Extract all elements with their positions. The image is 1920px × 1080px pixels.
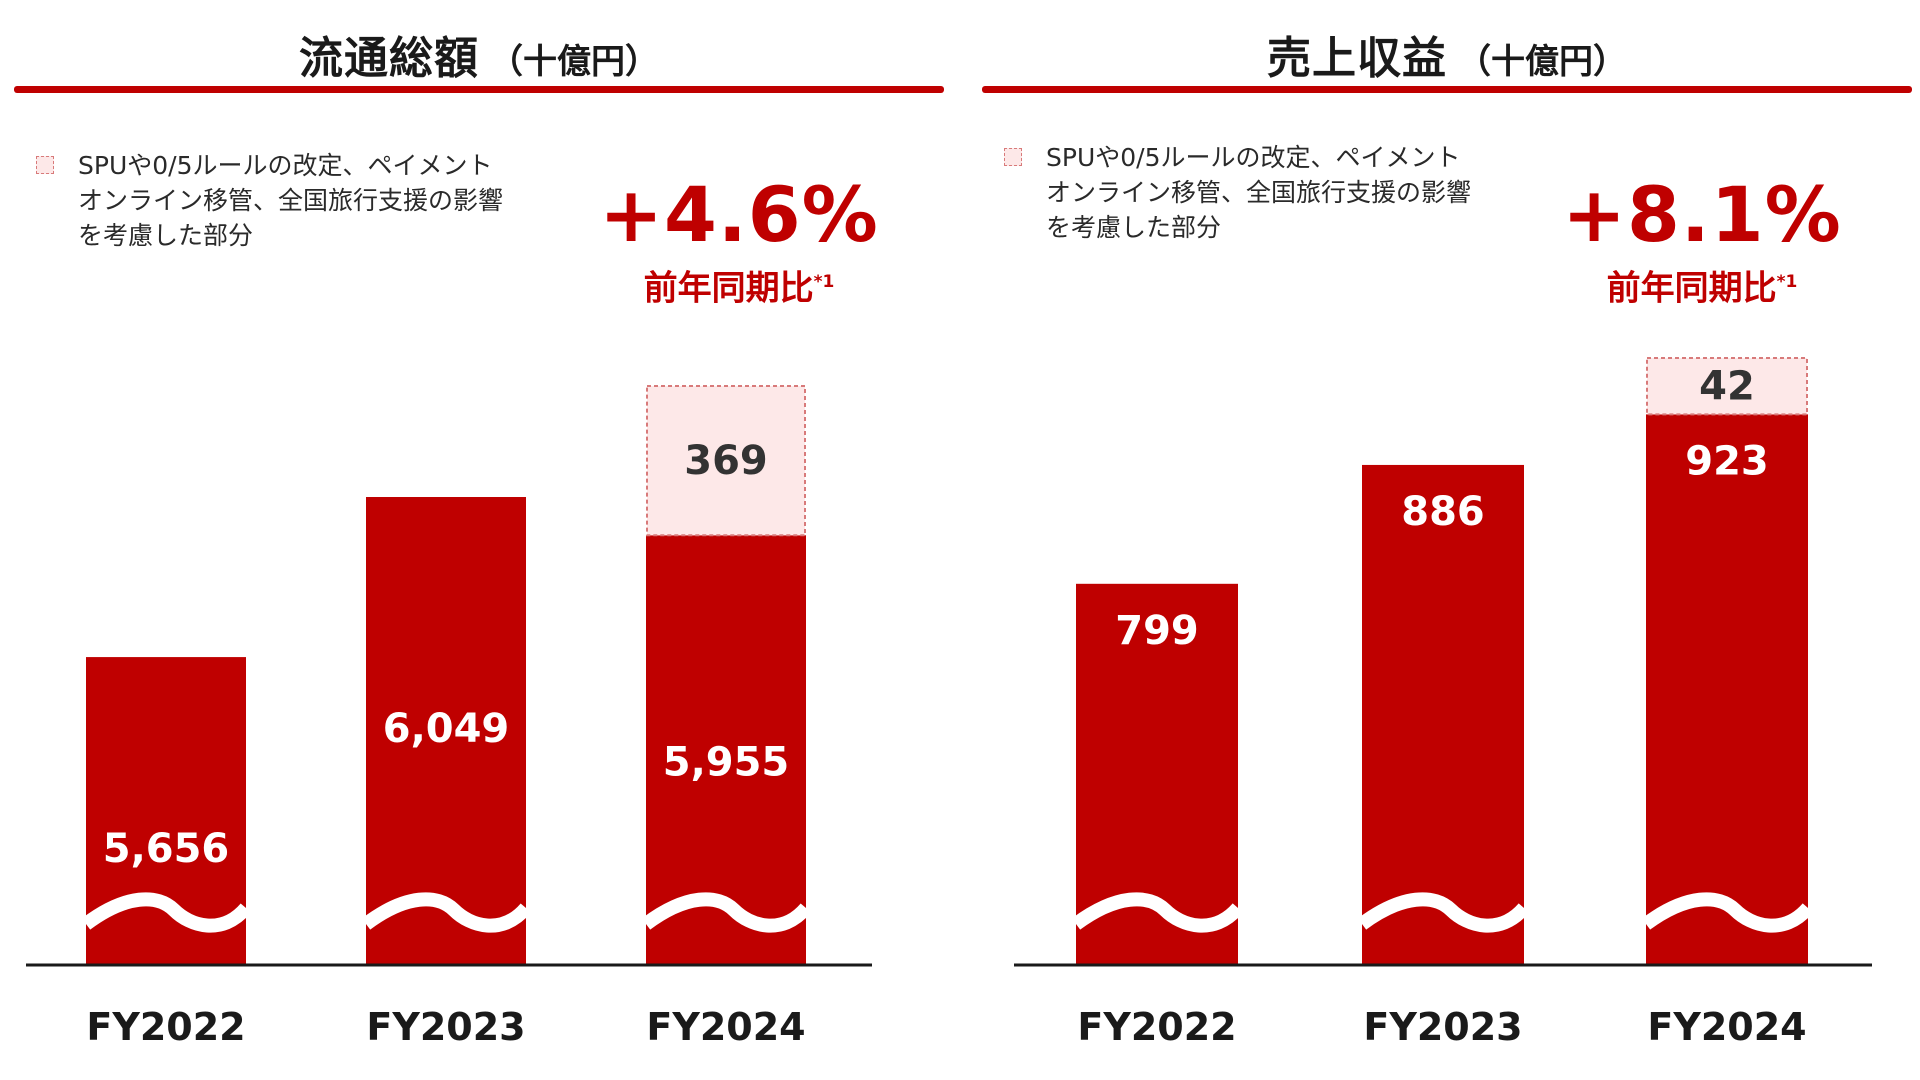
axis-break-wave xyxy=(1641,892,1814,933)
title-underline xyxy=(982,86,1912,93)
chart-title: 売上収益 （十億円） xyxy=(982,22,1912,92)
footnote-marker: *1 xyxy=(1776,272,1798,292)
growth-callout: +4.6% 前年同期比*1 xyxy=(589,172,889,312)
growth-value: +8.1% xyxy=(1562,170,1842,259)
growth-label: 前年同期比*1 xyxy=(1552,258,1852,312)
x-tick-label: FY2024 xyxy=(1647,1005,1806,1049)
chart-title-text: 流通総額 xyxy=(299,33,479,84)
x-tick-label: FY2022 xyxy=(1077,1005,1236,1049)
growth-label: 前年同期比*1 xyxy=(589,258,889,312)
bar-value-label: 6,049 xyxy=(383,706,510,752)
x-tick-label: FY2022 xyxy=(86,1005,245,1049)
bar-value-label: 5,955 xyxy=(663,739,790,785)
growth-label-text: 前年同期比 xyxy=(643,268,814,309)
bar-value-label: 5,656 xyxy=(103,826,230,872)
bar-fy2023 xyxy=(1362,464,1524,965)
bar-fy2024 xyxy=(646,535,806,965)
chart-title-text: 売上収益 xyxy=(1267,33,1447,84)
gmv-chart-panel: 流通総額 （十億円） SPUや0/5ルールの改定、ペイメント オンライン移管、全国… xyxy=(14,0,944,1080)
adjustment-value-label: 42 xyxy=(1699,364,1755,410)
bar-fy2024 xyxy=(1646,414,1808,965)
chart-unit: （十億円） xyxy=(489,42,659,82)
bar-value-label: 799 xyxy=(1115,608,1199,654)
growth-label-text: 前年同期比 xyxy=(1606,268,1777,309)
x-tick-label: FY2024 xyxy=(646,1005,805,1049)
growth-value: +4.6% xyxy=(599,170,879,259)
revenue-chart-panel: 売上収益 （十億円） SPUや0/5ルールの改定、ペイメント オンライン移管、全国… xyxy=(982,0,1912,1080)
legend-text: SPUや0/5ルールの改定、ペイメント オンライン移管、全国旅行支援の影響 を考… xyxy=(78,151,504,250)
legend-text: SPUや0/5ルールの改定、ペイメント オンライン移管、全国旅行支援の影響 を考… xyxy=(1046,143,1472,242)
legend-swatch xyxy=(36,156,54,174)
x-tick-label: FY2023 xyxy=(366,1005,525,1049)
chart-title: 流通総額 （十億円） xyxy=(14,22,944,92)
adjustment-value-label: 369 xyxy=(684,438,768,484)
axis-break-wave xyxy=(641,892,812,933)
chart-unit: （十億円） xyxy=(1457,42,1627,82)
bar-value-label: 923 xyxy=(1685,438,1769,484)
bar-chart: 799 FY2022 886 FY2023 923 42 FY2024 xyxy=(1014,357,1872,1049)
axis-break-wave xyxy=(1071,892,1244,933)
footnote-marker: *1 xyxy=(813,272,835,292)
title-underline xyxy=(14,86,944,93)
adjustment-segment xyxy=(646,385,806,537)
axis-break-wave xyxy=(81,892,252,933)
bar-chart: 5,656 FY2022 6,049 FY2023 5,955 369 FY2024 xyxy=(26,385,872,1049)
x-tick-label: FY2023 xyxy=(1363,1005,1522,1049)
growth-callout: +8.1% 前年同期比*1 xyxy=(1552,172,1852,312)
legend-swatch xyxy=(1004,148,1022,166)
bar-value-label: 886 xyxy=(1401,489,1485,535)
bar-fy2023 xyxy=(366,497,526,965)
adjustment-segment xyxy=(1646,357,1808,416)
axis-break-wave xyxy=(361,892,532,933)
axis-break-wave xyxy=(1357,892,1530,933)
